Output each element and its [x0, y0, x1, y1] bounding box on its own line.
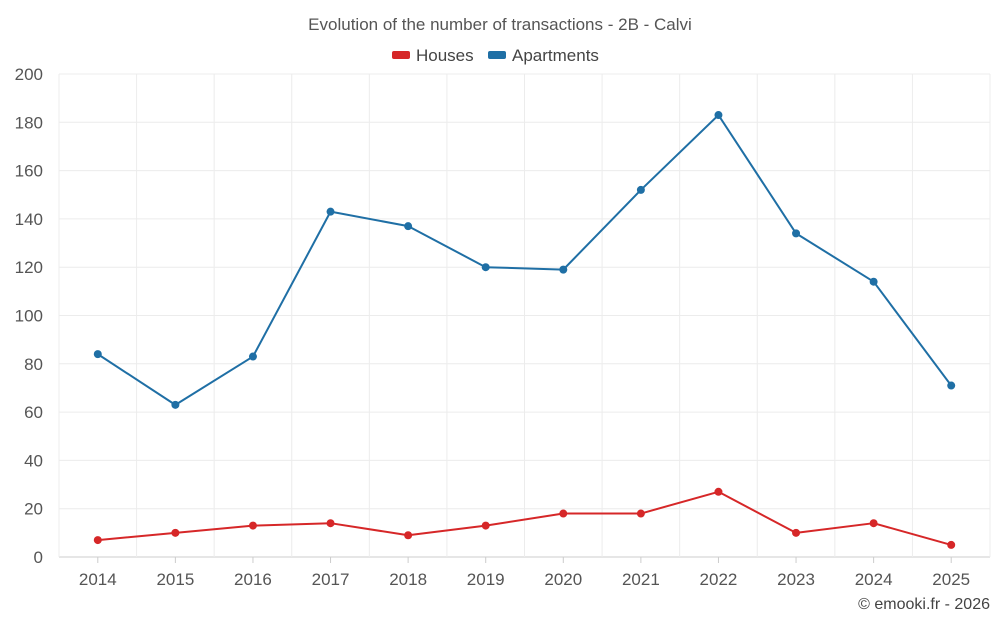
data-point-apartments[interactable] — [636, 185, 645, 194]
y-tick-label: 60 — [24, 403, 43, 422]
credit-text: © emooki.fr - 2026 — [858, 596, 990, 613]
series-line-houses — [97, 490, 952, 546]
data-point-houses[interactable] — [792, 528, 801, 537]
series-group — [93, 111, 956, 549]
x-tick-label: 2021 — [622, 570, 660, 589]
legend-item-apartments[interactable]: Apartments — [488, 46, 599, 65]
data-point-apartments[interactable] — [792, 229, 801, 238]
data-point-houses[interactable] — [93, 536, 102, 545]
x-tick-label: 2014 — [79, 570, 117, 589]
data-point-houses[interactable] — [326, 519, 335, 528]
legend-swatch-houses — [392, 51, 410, 59]
x-tick-label: 2016 — [234, 570, 272, 589]
data-point-houses[interactable] — [559, 509, 568, 518]
x-axis-ticks: 2014 2015 2016 2017 2018 2019 2020 2021 2022 2023… — [79, 557, 970, 589]
data-point-apartments[interactable] — [404, 222, 413, 231]
data-point-apartments[interactable] — [171, 400, 180, 409]
y-tick-label: 140 — [15, 210, 43, 229]
legend-label-apartments: Apartments — [512, 46, 599, 65]
grid — [58, 73, 991, 558]
legend-label-houses: Houses — [416, 46, 474, 65]
y-tick-label: 100 — [15, 307, 43, 326]
legend-item-houses[interactable]: Houses — [392, 46, 474, 65]
data-point-houses[interactable] — [171, 528, 180, 537]
data-point-houses[interactable] — [248, 521, 257, 530]
data-point-apartments[interactable] — [481, 263, 490, 272]
data-point-apartments[interactable] — [869, 277, 878, 286]
x-tick-label: 2018 — [389, 570, 427, 589]
data-point-apartments[interactable] — [947, 381, 956, 390]
data-point-houses[interactable] — [714, 487, 723, 496]
chart-title: Evolution of the number of transactions … — [308, 15, 692, 34]
data-point-apartments[interactable] — [326, 207, 335, 216]
x-tick-label: 2022 — [700, 570, 738, 589]
data-point-houses[interactable] — [404, 531, 413, 540]
x-tick-label: 2024 — [855, 570, 893, 589]
y-tick-label: 160 — [15, 162, 43, 181]
x-tick-label: 2025 — [932, 570, 970, 589]
data-point-apartments[interactable] — [714, 111, 723, 120]
data-point-houses[interactable] — [947, 540, 956, 549]
data-point-houses[interactable] — [636, 509, 645, 518]
y-axis-ticks: 0 20 40 60 80 100 120 140 160 180 200 — [15, 65, 43, 567]
legend-swatch-apartments — [488, 51, 506, 59]
y-tick-label: 0 — [34, 548, 43, 567]
data-point-houses[interactable] — [481, 521, 490, 530]
data-point-apartments[interactable] — [248, 352, 257, 361]
x-tick-label: 2017 — [312, 570, 350, 589]
data-point-apartments[interactable] — [93, 350, 102, 359]
y-tick-label: 180 — [15, 113, 43, 132]
x-tick-label: 2020 — [544, 570, 582, 589]
legend: Houses Apartments — [392, 46, 599, 65]
data-point-apartments[interactable] — [559, 265, 568, 274]
y-tick-label: 20 — [24, 500, 43, 519]
y-tick-label: 80 — [24, 355, 43, 374]
x-tick-label: 2015 — [156, 570, 194, 589]
x-tick-label: 2023 — [777, 570, 815, 589]
series-line-apartments — [97, 114, 953, 406]
y-tick-label: 200 — [15, 65, 43, 84]
y-tick-label: 120 — [15, 258, 43, 277]
y-tick-label: 40 — [24, 451, 43, 470]
x-tick-label: 2019 — [467, 570, 505, 589]
data-point-houses[interactable] — [869, 519, 878, 528]
